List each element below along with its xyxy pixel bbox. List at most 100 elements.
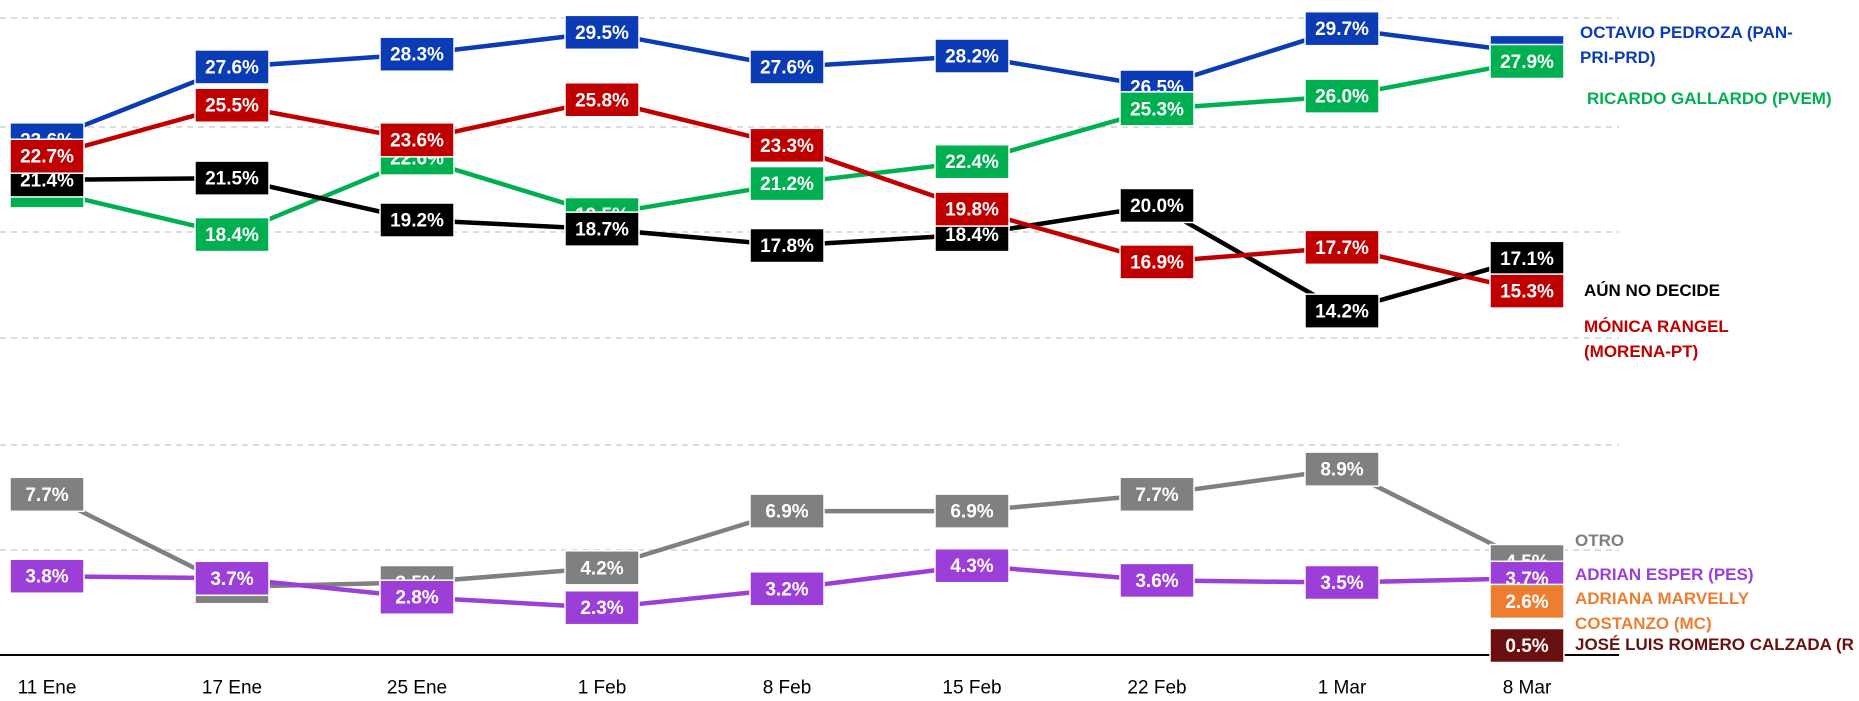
legend-entry: RICARDO GALLARDO (PVEM) <box>1587 89 1832 108</box>
value-label: 27.6% <box>760 57 814 78</box>
value-label: 2.8% <box>395 588 438 609</box>
grid <box>0 17 1619 551</box>
value-box <box>1304 293 1380 329</box>
value-label: 2.3% <box>580 598 623 619</box>
value-label: 3.2% <box>765 579 808 600</box>
legend-entry: JOSÉ LUIS ROMERO CALZADA (R <box>1575 635 1854 654</box>
value-label: 17.8% <box>760 236 814 257</box>
value-label: 0.5% <box>1505 636 1548 657</box>
value-label: 21.2% <box>760 174 814 195</box>
value-label: 21.5% <box>205 169 259 190</box>
value-box <box>1119 562 1195 599</box>
value-label: 18.7% <box>575 220 629 241</box>
labels: 23.6%27.6%28.3%29.5%27.6%28.2%26.5%29.7%… <box>9 10 1565 664</box>
value-label: 18.4% <box>945 225 999 246</box>
value-label: 21.4% <box>20 170 74 191</box>
value-box <box>749 165 825 202</box>
value-box <box>564 589 640 626</box>
value-label: 25.3% <box>1130 99 1184 120</box>
value-box <box>749 49 825 85</box>
value-label: 4.3% <box>950 556 993 577</box>
value-label: 22.7% <box>20 147 74 168</box>
legend-entry: ADRIANA MARVELLY COSTANZO (MC) <box>1575 589 1749 633</box>
legend-entry: OCTAVIO PEDROZA (PAN-PRI-PRD) <box>1580 23 1793 67</box>
value-box <box>1119 187 1195 224</box>
x-tick-label: 11 Ene <box>18 678 77 699</box>
value-label: 29.5% <box>575 23 629 44</box>
value-box <box>9 558 85 594</box>
value-label: 19.2% <box>390 211 444 232</box>
value-box <box>1119 476 1195 513</box>
value-box <box>564 550 640 586</box>
value-label: 18.4% <box>205 225 259 246</box>
x-tick-label: 8 Mar <box>1503 678 1552 699</box>
value-label: 29.7% <box>1315 19 1369 40</box>
legend-entry: ADRIAN ESPER (PES) <box>1575 565 1754 584</box>
value-box <box>749 127 825 164</box>
x-tick-label: 25 Ene <box>387 678 447 699</box>
x-tick-label: 22 Feb <box>1127 678 1186 699</box>
value-box <box>194 216 270 253</box>
value-box <box>379 202 455 238</box>
value-label: 2.6% <box>1505 592 1548 613</box>
x-tick-label: 1 Feb <box>578 678 627 699</box>
value-label: 17.1% <box>1500 249 1554 270</box>
value-box <box>1304 229 1380 266</box>
value-label: 23.3% <box>760 136 814 157</box>
x-tick-label: 15 Feb <box>942 678 1001 699</box>
value-box <box>9 476 85 513</box>
value-box <box>749 571 825 607</box>
legend-entry: AÚN NO DECIDE <box>1584 281 1721 300</box>
x-tick-label: 17 Ene <box>202 678 262 699</box>
value-box <box>194 49 270 85</box>
value-label: 20.0% <box>1130 196 1184 217</box>
value-label: 28.2% <box>945 47 999 68</box>
value-box <box>1489 583 1565 620</box>
legend-entry: OTRO <box>1575 531 1625 550</box>
value-box <box>1489 627 1565 664</box>
value-label: 3.7% <box>210 569 253 590</box>
value-label: 25.5% <box>205 96 259 117</box>
value-label: 7.7% <box>1135 485 1178 506</box>
x-tick-label: 1 Mar <box>1318 678 1367 699</box>
value-label: 22.4% <box>945 152 999 173</box>
value-box <box>1304 78 1380 114</box>
value-label: 15.3% <box>1500 282 1554 303</box>
value-box <box>194 560 270 597</box>
value-box <box>934 38 1010 74</box>
value-box <box>1304 10 1380 47</box>
value-label: 17.7% <box>1315 238 1369 259</box>
x-tick-label: 8 Feb <box>763 678 812 699</box>
value-box <box>934 493 1010 529</box>
value-box <box>564 14 640 51</box>
value-label: 19.8% <box>945 200 999 221</box>
value-box <box>934 143 1010 180</box>
value-label: 26.0% <box>1315 87 1369 108</box>
value-label: 3.8% <box>25 567 68 588</box>
legend-entry: MÓNICA RANGEL (MORENA-PT) <box>1584 317 1729 361</box>
value-box <box>1119 91 1195 127</box>
value-box <box>1119 244 1195 280</box>
value-box <box>379 36 455 72</box>
value-label: 6.9% <box>765 502 808 523</box>
value-box <box>194 87 270 123</box>
value-box <box>749 493 825 529</box>
value-box <box>1304 564 1380 601</box>
value-box <box>379 579 455 615</box>
value-box <box>564 211 640 247</box>
value-label: 27.6% <box>205 57 259 78</box>
value-box <box>1489 273 1565 309</box>
value-label: 16.9% <box>1130 252 1184 273</box>
value-box <box>194 160 270 196</box>
value-label: 25.8% <box>575 90 629 111</box>
value-box <box>1489 43 1565 80</box>
value-label: 7.7% <box>25 485 68 506</box>
value-label: 14.2% <box>1315 302 1369 323</box>
value-label: 3.5% <box>1320 573 1363 594</box>
value-label: 3.6% <box>1135 571 1178 592</box>
value-box <box>934 547 1010 584</box>
value-box <box>749 227 825 264</box>
value-box <box>564 82 640 118</box>
value-box <box>1304 451 1380 487</box>
